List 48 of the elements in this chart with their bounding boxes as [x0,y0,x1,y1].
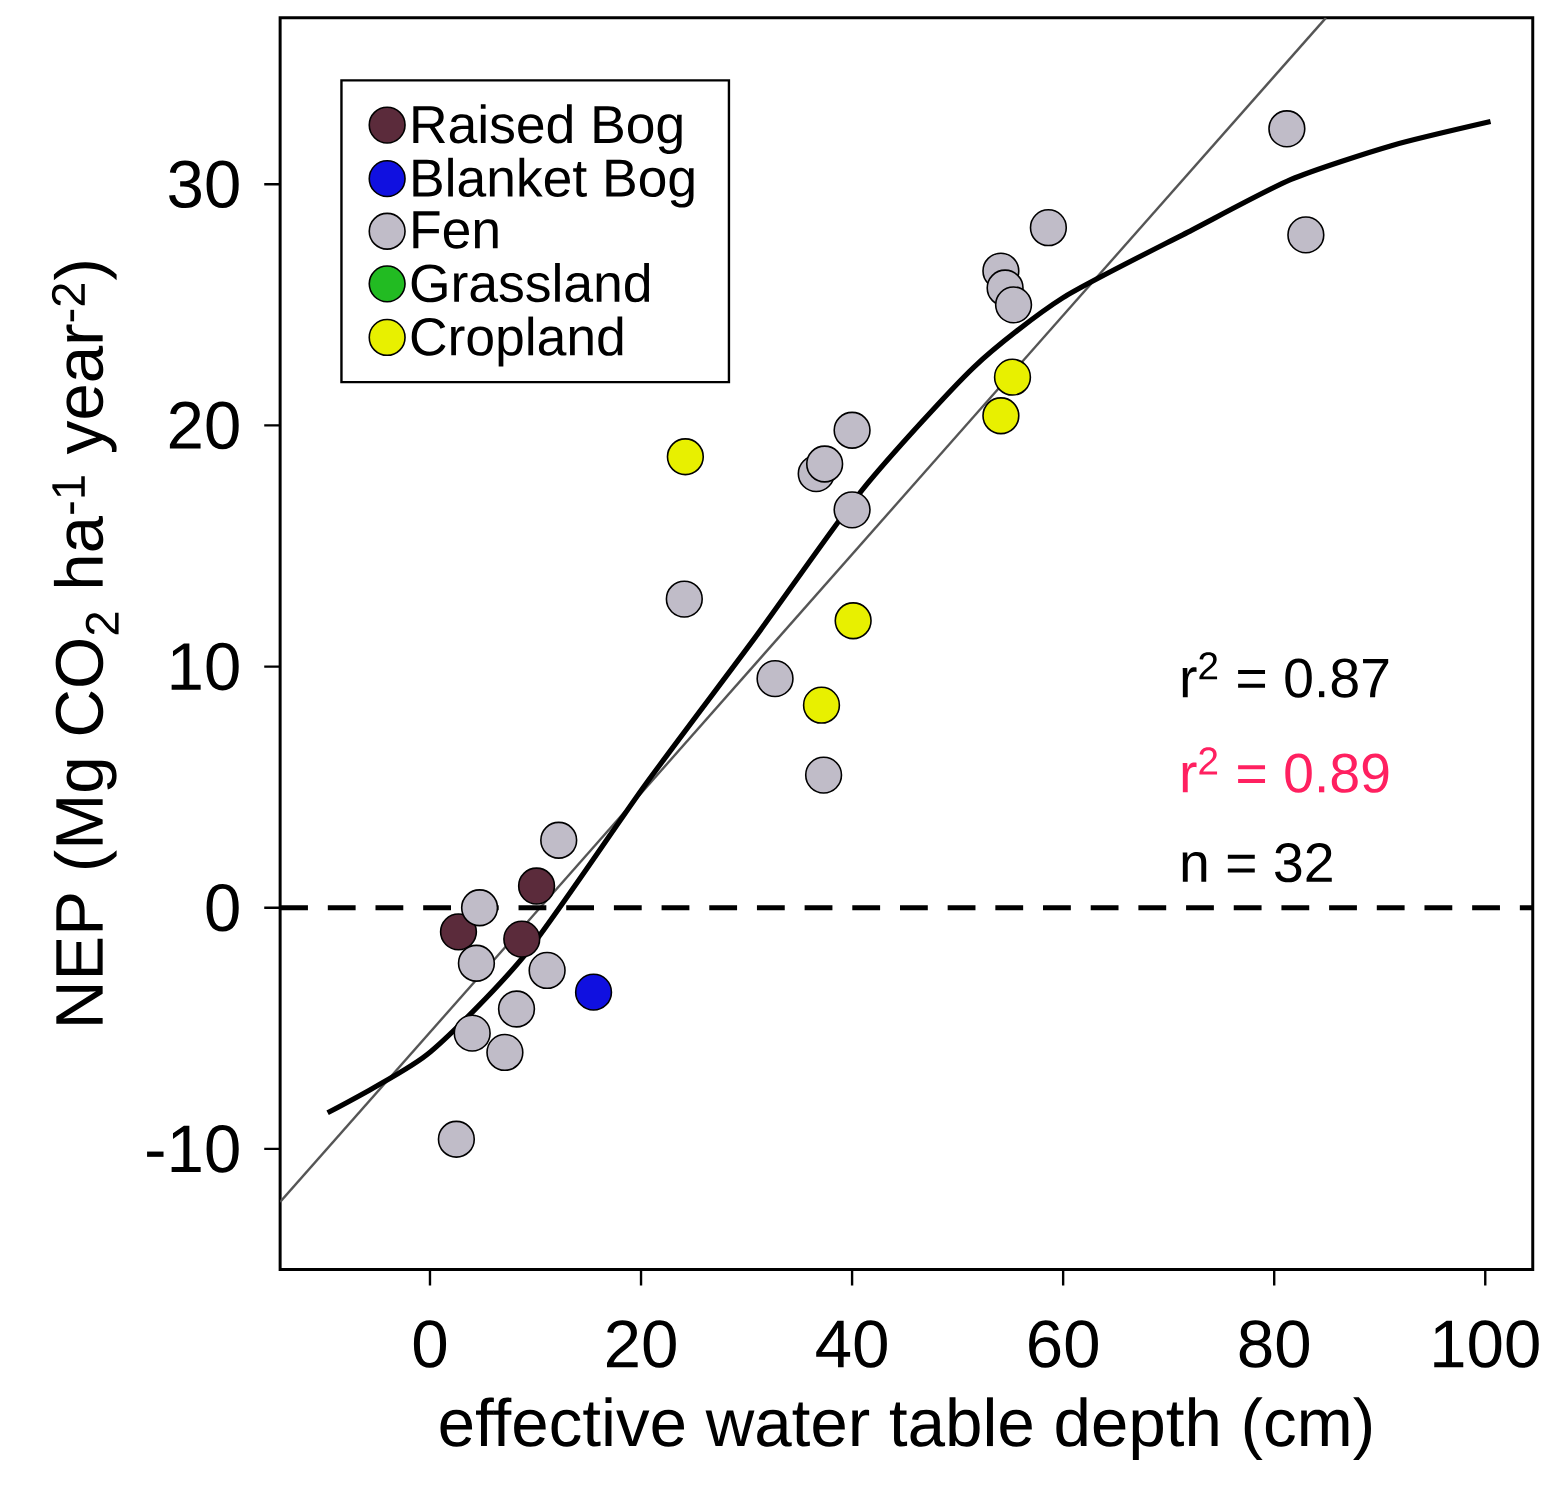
point [994,286,1033,324]
point [666,438,705,476]
legend-label: Cropland [411,316,623,367]
annotation: n = 32 [1182,843,1332,883]
x-axis-title: effective water table depth (cm) [440,1397,1371,1461]
x-tick-label: 20 [606,1320,676,1368]
point [804,756,843,794]
annotation: r$^{2}$ = 0.89 [1182,747,1389,793]
point [993,358,1032,396]
point [756,659,794,698]
point [437,1120,476,1158]
legend-label: Fen [413,211,498,249]
point [834,602,872,640]
point [540,821,578,859]
point [665,580,703,618]
point [460,889,499,927]
legend-label: Grassland [411,262,650,303]
point [805,445,844,483]
y-tick-label: 20 [169,401,239,450]
point [517,867,556,905]
point [486,1033,524,1072]
x-tick-label: 60 [1029,1320,1098,1368]
x-tick-label: 100 [1434,1320,1539,1368]
point [1268,110,1306,148]
x-tick-label: 40 [816,1320,887,1368]
point [833,491,871,529]
point [982,397,1020,435]
point [439,913,478,951]
legend-label: Blanket Bog [413,157,694,208]
point [453,1014,491,1052]
annotation: r$^{2}$ = 0.87 [1182,652,1389,698]
legend-label: Raised Bog [413,104,682,155]
point [1029,209,1068,247]
y-tick-label: 30 [169,160,239,209]
point [528,951,566,990]
point [457,944,496,982]
y-tick-label: -10 [147,1125,239,1173]
y-tick-label: 0 [206,883,239,932]
y-tick-label: 10 [171,642,239,691]
y-axis-title: NEP (Mg CO$_{2}$ ha$^{-1}$ year$^{-2}$) [51,262,119,1024]
point [1287,216,1325,254]
point [497,990,536,1028]
point [802,686,841,724]
point [833,411,871,449]
point [503,920,541,958]
x-tick-label: 80 [1239,1320,1309,1368]
point [574,973,613,1011]
x-tick-label: 0 [413,1320,447,1368]
